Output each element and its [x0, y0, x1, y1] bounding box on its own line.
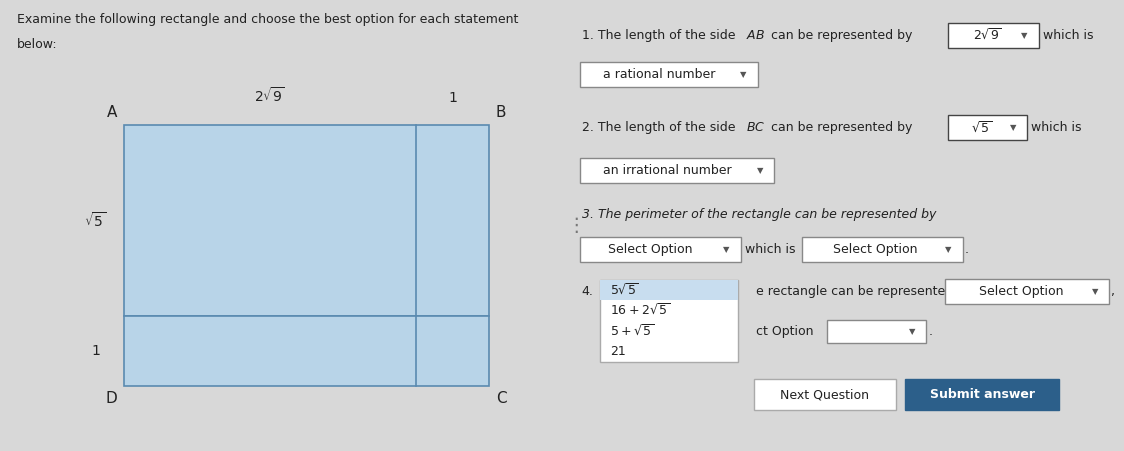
FancyBboxPatch shape [949, 23, 1039, 48]
Text: $\sqrt{5}$: $\sqrt{5}$ [971, 120, 992, 135]
Text: ⋮: ⋮ [566, 216, 586, 235]
FancyBboxPatch shape [753, 379, 896, 410]
Text: 1: 1 [448, 91, 456, 105]
Text: 1: 1 [91, 344, 100, 358]
Text: $16 + 2\sqrt{5}$: $16 + 2\sqrt{5}$ [610, 303, 671, 318]
FancyBboxPatch shape [801, 236, 962, 262]
Text: C: C [496, 391, 506, 406]
Text: ▼: ▼ [1010, 123, 1016, 132]
Text: 4.: 4. [582, 285, 593, 298]
Text: $BC$: $BC$ [746, 121, 765, 134]
Bar [600, 280, 737, 362]
Text: $2\sqrt{9}$: $2\sqrt{9}$ [254, 86, 285, 105]
Text: below:: below: [17, 37, 57, 51]
Text: which is: which is [744, 243, 795, 256]
FancyBboxPatch shape [580, 236, 741, 262]
Text: can be represented by: can be represented by [767, 28, 913, 41]
Text: can be represented by: can be represented by [767, 121, 913, 134]
Text: D: D [106, 391, 117, 406]
Bar [124, 125, 489, 316]
Text: Select Option: Select Option [608, 243, 694, 256]
Text: Submit answer: Submit answer [930, 388, 1034, 401]
Text: A: A [107, 105, 117, 120]
FancyBboxPatch shape [580, 62, 758, 87]
Text: e rectangle can be represented by: e rectangle can be represented by [755, 285, 972, 298]
FancyBboxPatch shape [827, 320, 926, 343]
Text: which is: which is [1032, 121, 1081, 134]
Text: ▼: ▼ [758, 166, 763, 175]
Text: which is: which is [1043, 28, 1093, 41]
Text: .: . [964, 243, 969, 256]
Text: ▼: ▼ [1091, 287, 1098, 296]
Text: ,: , [1111, 285, 1115, 298]
FancyBboxPatch shape [906, 379, 1059, 410]
Bar [124, 316, 489, 386]
Text: 2. The length of the side: 2. The length of the side [582, 121, 740, 134]
Text: ▼: ▼ [724, 244, 729, 253]
Text: $5\sqrt{5}$: $5\sqrt{5}$ [610, 282, 640, 298]
Text: B: B [496, 105, 506, 120]
Text: $AB$: $AB$ [746, 28, 765, 41]
FancyBboxPatch shape [945, 279, 1108, 304]
Text: $\sqrt{5}$: $\sqrt{5}$ [84, 211, 107, 230]
Text: ▼: ▼ [909, 327, 915, 336]
Text: 3. The perimeter of the rectangle can be represented by: 3. The perimeter of the rectangle can be… [582, 208, 936, 221]
Text: ct Option: ct Option [755, 325, 814, 338]
Text: 21: 21 [610, 345, 626, 358]
Text: ▼: ▼ [741, 69, 746, 78]
Text: Next Question: Next Question [780, 388, 869, 401]
Text: a rational number: a rational number [602, 68, 715, 81]
Text: ▼: ▼ [945, 244, 952, 253]
Text: $5 + \sqrt{5}$: $5 + \sqrt{5}$ [610, 323, 654, 339]
Bar [600, 280, 737, 300]
Text: an irrational number: an irrational number [604, 164, 732, 177]
Text: Select Option: Select Option [833, 243, 917, 256]
Text: Select Option: Select Option [979, 285, 1063, 298]
Text: Examine the following rectangle and choose the best option for each statement: Examine the following rectangle and choo… [17, 13, 518, 26]
FancyBboxPatch shape [580, 158, 774, 183]
Text: $2\sqrt{9}$: $2\sqrt{9}$ [973, 28, 1001, 43]
FancyBboxPatch shape [949, 115, 1027, 140]
Text: 1. The length of the side: 1. The length of the side [582, 28, 740, 41]
Text: .: . [928, 325, 933, 338]
Text: ▼: ▼ [1022, 31, 1027, 40]
